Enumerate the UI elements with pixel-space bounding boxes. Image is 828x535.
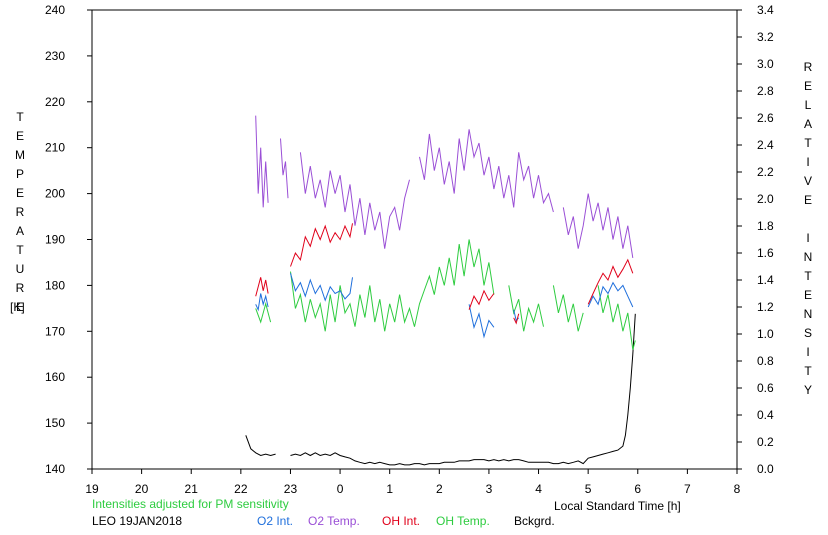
axis-title-letter: N bbox=[803, 307, 813, 321]
legend-o2-int: O2 Int. bbox=[257, 514, 294, 528]
x-tick-label: 0 bbox=[337, 482, 344, 496]
y-right-tick-label: 1.6 bbox=[757, 246, 774, 260]
series-line-oh-int bbox=[255, 223, 634, 325]
x-tick-label: 5 bbox=[585, 482, 592, 496]
y-right-tick-label: 2.0 bbox=[757, 192, 774, 206]
y-right-tick-label: 2.2 bbox=[757, 165, 774, 179]
axis-title-letter: T bbox=[804, 136, 812, 150]
y-right-tick-label: 1.4 bbox=[757, 273, 774, 287]
station-date-label: LEO 19JAN2018 bbox=[92, 514, 183, 528]
x-tick-label: 8 bbox=[734, 482, 741, 496]
x-tick-label: 6 bbox=[634, 482, 641, 496]
axis-title-letter: I bbox=[806, 345, 810, 359]
y-left-tick-label: 170 bbox=[45, 324, 65, 338]
series-line-o2-temp bbox=[255, 115, 634, 258]
y-right-tick-label: 0.0 bbox=[757, 462, 774, 476]
legend-bckgrd: Bckgrd. bbox=[514, 514, 555, 528]
x-tick-label: 3 bbox=[486, 482, 493, 496]
axis-title-letter: E bbox=[803, 288, 812, 302]
axis-title-letter: I bbox=[806, 155, 810, 169]
axis-title-letter: I bbox=[806, 231, 810, 245]
left-axis-unit: [K] bbox=[10, 300, 25, 314]
x-tick-label: 1 bbox=[386, 482, 393, 496]
y-right-tick-label: 0.8 bbox=[757, 354, 774, 368]
y-left-tick-label: 230 bbox=[45, 49, 65, 63]
y-right-tick-label: 0.6 bbox=[757, 381, 774, 395]
legend-oh-int: OH Int. bbox=[382, 514, 421, 528]
x-axis-title: Local Standard Time [h] bbox=[554, 499, 681, 513]
axis-title-letter: R bbox=[15, 281, 25, 295]
y-left-tick-label: 240 bbox=[45, 3, 65, 17]
y-right-tick-label: 2.6 bbox=[757, 111, 774, 125]
legend-oh-temp: OH Temp. bbox=[436, 514, 490, 528]
x-tick-label: 21 bbox=[185, 482, 199, 496]
axis-title-letter: L bbox=[804, 98, 812, 112]
axis-title-letter: M bbox=[15, 148, 25, 162]
y-left-tick-label: 220 bbox=[45, 95, 65, 109]
y-right-tick-label: 2.4 bbox=[757, 138, 774, 152]
y-right-tick-label: 3.0 bbox=[757, 57, 774, 71]
axis-title-letter: S bbox=[803, 326, 812, 340]
y-left-tick-label: 200 bbox=[45, 187, 65, 201]
x-tick-label: 23 bbox=[284, 482, 298, 496]
y-left-tick-label: 210 bbox=[45, 141, 65, 155]
axis-title-letter: N bbox=[803, 250, 813, 264]
legend-o2-temp: O2 Temp. bbox=[308, 514, 360, 528]
x-tick-label: 7 bbox=[684, 482, 691, 496]
series-line-o2-int bbox=[255, 273, 634, 339]
series-line-oh-temp bbox=[255, 239, 636, 350]
y-left-tick-label: 150 bbox=[45, 416, 65, 430]
axis-title-letter: U bbox=[15, 262, 25, 276]
axis-title-letter: T bbox=[804, 364, 812, 378]
y-right-tick-label: 0.4 bbox=[757, 408, 774, 422]
axis-title-letter: R bbox=[803, 60, 813, 74]
axis-title-letter: E bbox=[803, 79, 812, 93]
x-tick-label: 4 bbox=[535, 482, 542, 496]
y-left-tick-label: 190 bbox=[45, 233, 65, 247]
axis-title-letter: E bbox=[15, 129, 24, 143]
sensitivity-note: Intensities adjusted for PM sensitivity bbox=[92, 497, 289, 511]
y-right-tick-label: 1.2 bbox=[757, 300, 774, 314]
x-tick-label: 22 bbox=[234, 482, 248, 496]
y-right-tick-label: 3.2 bbox=[757, 30, 774, 44]
axis-title-letter: E bbox=[15, 186, 24, 200]
y-right-tick-label: 3.4 bbox=[757, 3, 774, 17]
y-left-tick-label: 140 bbox=[45, 462, 65, 476]
y-left-tick-label: 180 bbox=[45, 278, 65, 292]
axis-title-letter: P bbox=[15, 167, 24, 181]
y-right-tick-label: 0.2 bbox=[757, 435, 774, 449]
series-line-bckgrd bbox=[245, 313, 636, 466]
plot-frame bbox=[91, 9, 738, 470]
axis-title-letter: T bbox=[804, 269, 812, 283]
axis-title-letter: E bbox=[15, 300, 24, 314]
axis-title-letter: Y bbox=[803, 383, 812, 397]
y-right-tick-label: 1.0 bbox=[757, 327, 774, 341]
y-left-tick-label: 160 bbox=[45, 370, 65, 384]
axis-title-letter bbox=[801, 210, 815, 229]
x-tick-label: 19 bbox=[85, 482, 99, 496]
y-right-tick-label: 2.8 bbox=[757, 84, 774, 98]
axis-title-letter: V bbox=[803, 174, 812, 188]
axis-title-letter: A bbox=[15, 224, 24, 238]
x-tick-label: 20 bbox=[135, 482, 149, 496]
axis-title-letter: E bbox=[803, 193, 812, 207]
y-right-tick-label: 1.8 bbox=[757, 219, 774, 233]
axis-title-letter: A bbox=[803, 117, 812, 131]
axis-title-letter: T bbox=[16, 110, 24, 124]
x-tick-label: 2 bbox=[436, 482, 443, 496]
axis-title-letter: T bbox=[16, 243, 24, 257]
axis-title-letter: R bbox=[15, 205, 25, 219]
